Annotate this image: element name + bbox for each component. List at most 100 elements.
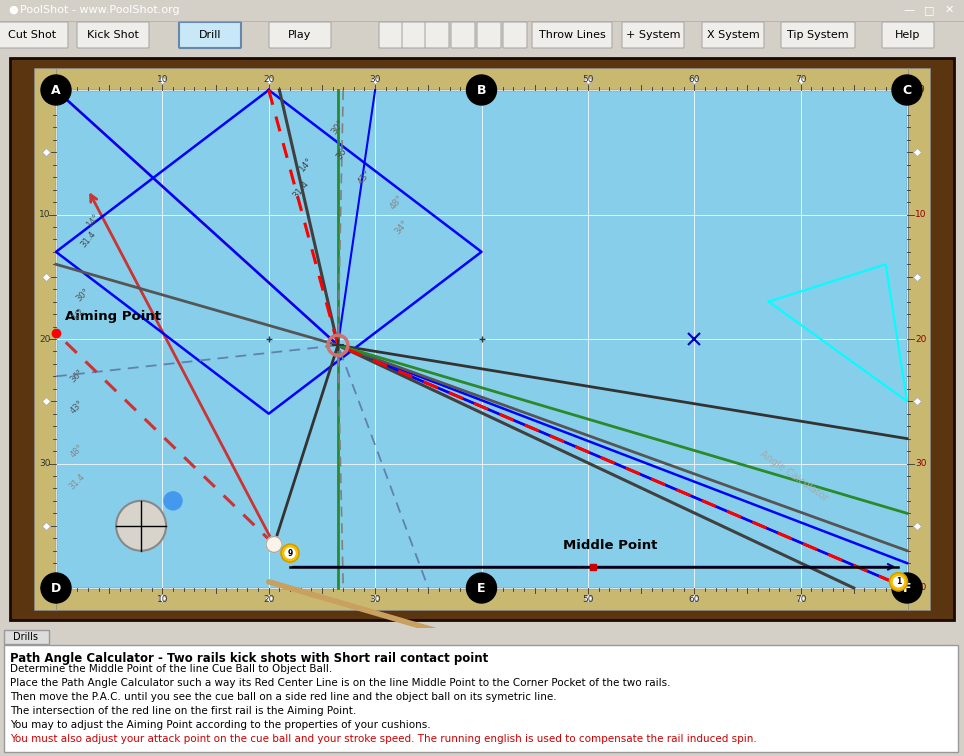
Text: Throw Lines: Throw Lines <box>539 30 605 40</box>
Text: 60: 60 <box>688 75 700 83</box>
Text: ●: ● <box>8 5 17 15</box>
FancyBboxPatch shape <box>477 22 501 48</box>
Text: X System: X System <box>707 30 760 40</box>
Text: 80: 80 <box>901 75 913 83</box>
Text: C: C <box>902 83 912 97</box>
Text: PoolShot - www.PoolShot.org: PoolShot - www.PoolShot.org <box>20 5 179 15</box>
Circle shape <box>281 544 299 562</box>
Text: 14°: 14° <box>85 212 101 229</box>
Text: 10: 10 <box>40 210 51 219</box>
FancyBboxPatch shape <box>4 630 49 644</box>
Text: 36°: 36° <box>335 143 352 161</box>
FancyBboxPatch shape <box>781 22 855 48</box>
Text: 0: 0 <box>918 85 924 94</box>
Circle shape <box>892 573 922 603</box>
Text: 70: 70 <box>795 75 806 83</box>
Text: 30: 30 <box>915 459 926 468</box>
Circle shape <box>41 75 71 105</box>
Text: Angle Calculator: Angle Calculator <box>758 448 830 503</box>
Text: 40: 40 <box>915 584 926 593</box>
FancyBboxPatch shape <box>379 22 403 48</box>
Text: 50: 50 <box>582 596 594 605</box>
Text: 10: 10 <box>915 210 926 219</box>
Text: Cut Shot: Cut Shot <box>8 30 56 40</box>
Text: Play: Play <box>288 30 311 40</box>
Text: 48°: 48° <box>388 193 405 211</box>
Circle shape <box>266 537 282 553</box>
FancyBboxPatch shape <box>179 22 241 48</box>
Text: 31.4: 31.4 <box>291 179 310 200</box>
Bar <box>56 90 907 588</box>
Circle shape <box>164 492 182 510</box>
Text: Path Angle Calculator - Two rails kick shots with Short rail contact point: Path Angle Calculator - Two rails kick s… <box>10 652 488 665</box>
Text: ✕: ✕ <box>945 5 953 15</box>
FancyBboxPatch shape <box>451 22 475 48</box>
Text: B: B <box>477 83 486 97</box>
Text: 43°: 43° <box>68 399 86 416</box>
Text: 10: 10 <box>156 75 168 83</box>
Text: Drills: Drills <box>13 632 39 642</box>
Circle shape <box>285 548 295 558</box>
Text: A: A <box>51 83 61 97</box>
Text: Drill: Drill <box>199 30 222 40</box>
Bar <box>55 588 909 610</box>
Text: The intersection of the red line on the first rail is the Aiming Point.: The intersection of the red line on the … <box>10 706 357 716</box>
FancyBboxPatch shape <box>77 22 149 48</box>
Text: 10: 10 <box>156 596 168 605</box>
FancyBboxPatch shape <box>269 22 331 48</box>
Bar <box>4 645 958 752</box>
Circle shape <box>894 577 903 587</box>
Text: Help: Help <box>896 30 921 40</box>
Text: Then move the P.A.C. until you see the cue ball on a side red line and the objec: Then move the P.A.C. until you see the c… <box>10 692 556 702</box>
Text: Kick Shot: Kick Shot <box>87 30 139 40</box>
Text: + System: + System <box>626 30 681 40</box>
Text: Place the Path Angle Calculator such a way its Red Center Line is on the line Mi: Place the Path Angle Calculator such a w… <box>10 678 671 688</box>
Text: 1: 1 <box>896 578 901 586</box>
Text: 40: 40 <box>476 596 487 605</box>
Text: 40: 40 <box>40 584 51 593</box>
Text: 30: 30 <box>369 596 381 605</box>
FancyBboxPatch shape <box>503 22 527 48</box>
FancyBboxPatch shape <box>882 22 934 48</box>
Text: D: D <box>51 581 61 594</box>
Text: Aiming Point: Aiming Point <box>65 310 161 324</box>
Text: 20: 20 <box>915 334 926 343</box>
FancyBboxPatch shape <box>532 22 612 48</box>
Text: 0: 0 <box>42 85 48 94</box>
Text: 30: 30 <box>40 459 51 468</box>
Text: —: — <box>903 5 915 15</box>
Text: 60: 60 <box>688 596 700 605</box>
Bar <box>908 68 930 610</box>
Text: 48°: 48° <box>68 443 86 460</box>
Circle shape <box>892 75 922 105</box>
FancyBboxPatch shape <box>702 22 764 48</box>
Text: F: F <box>902 581 911 594</box>
Text: Middle Point: Middle Point <box>563 539 657 552</box>
Text: 30°: 30° <box>74 287 91 304</box>
Text: You must also adjust your attack point on the cue ball and your stroke speed. Th: You must also adjust your attack point o… <box>10 734 757 744</box>
Text: 30°: 30° <box>330 118 346 137</box>
Text: Determine the Middle Point of the line Cue Ball to Object Ball.: Determine the Middle Point of the line C… <box>10 664 333 674</box>
Circle shape <box>890 573 907 590</box>
Circle shape <box>41 573 71 603</box>
Text: 50: 50 <box>582 75 594 83</box>
Text: 36°: 36° <box>68 368 86 385</box>
Text: 9: 9 <box>287 549 293 558</box>
Text: 0: 0 <box>53 596 59 605</box>
Text: You may to adjust the Aiming Point according to the properties of your cushions.: You may to adjust the Aiming Point accor… <box>10 720 431 730</box>
Circle shape <box>467 573 496 603</box>
Circle shape <box>116 500 166 551</box>
Text: 30: 30 <box>369 75 381 83</box>
FancyBboxPatch shape <box>402 22 426 48</box>
Text: 20: 20 <box>263 596 275 605</box>
FancyBboxPatch shape <box>425 22 449 48</box>
Text: 40: 40 <box>476 75 487 83</box>
Text: E: E <box>477 581 486 594</box>
Text: 0: 0 <box>53 75 59 83</box>
Text: 70: 70 <box>795 596 806 605</box>
Text: Tip System: Tip System <box>788 30 849 40</box>
Text: 20: 20 <box>263 75 275 83</box>
Text: 20: 20 <box>40 334 51 343</box>
Circle shape <box>467 75 496 105</box>
Bar <box>55 68 909 90</box>
